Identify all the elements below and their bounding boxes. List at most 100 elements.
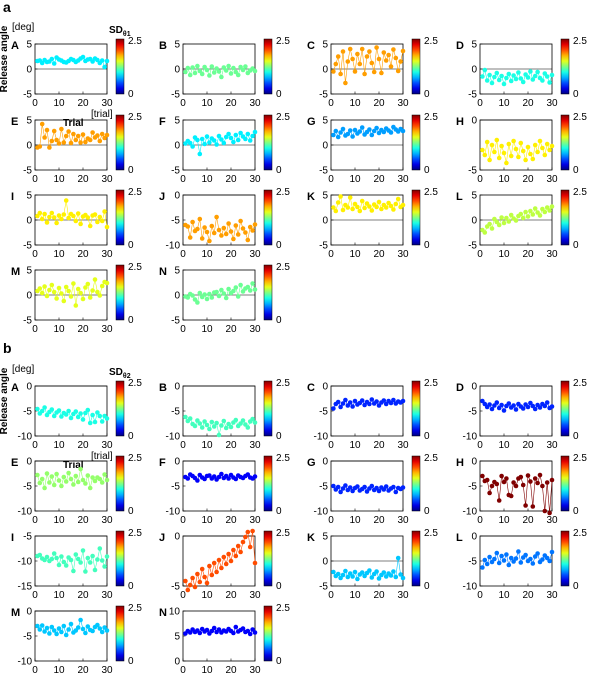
data-point — [245, 284, 251, 290]
data-point — [345, 574, 351, 580]
data-point — [240, 626, 246, 631]
data-point — [219, 233, 224, 238]
x-tick-label: 20 — [77, 590, 89, 601]
colorbar-min-label: 0 — [276, 581, 282, 592]
data-point — [243, 136, 248, 142]
data-point — [44, 293, 50, 299]
data-point — [192, 584, 198, 590]
data-point — [195, 571, 200, 577]
data-point — [39, 408, 45, 414]
colorbar — [411, 380, 421, 437]
colorbar-max-label: 2.5 — [128, 378, 142, 389]
y-tick-label: -5 — [468, 90, 477, 101]
data-point — [37, 480, 43, 486]
data-point — [245, 425, 251, 430]
x-tick-label: 0 — [328, 98, 334, 109]
data-point — [494, 137, 500, 143]
data-point — [523, 503, 528, 508]
data-point — [75, 286, 81, 292]
data-point — [250, 416, 255, 422]
data-point — [331, 406, 336, 411]
data-point — [73, 552, 79, 557]
data-point — [73, 137, 79, 143]
data-point — [214, 214, 219, 220]
y-tick-label: -15 — [18, 582, 33, 593]
panel-label: C — [307, 382, 315, 394]
y-tick-label: 5 — [174, 266, 180, 277]
y-tick-label: 0 — [174, 191, 180, 202]
y-tick-label: 5 — [322, 116, 328, 127]
x-tick-label: 0 — [32, 665, 38, 676]
data-point — [544, 141, 550, 147]
data-point — [523, 209, 528, 215]
data-point — [359, 198, 365, 204]
data-point — [494, 550, 500, 556]
colorbar — [115, 114, 125, 171]
panel-label: F — [159, 116, 166, 128]
data-point — [83, 481, 88, 486]
data-point — [68, 621, 74, 627]
data-point — [235, 137, 241, 143]
axes-box — [182, 194, 256, 246]
data-point — [506, 219, 512, 224]
colorbar-min-label: 0 — [128, 656, 134, 667]
data-point — [240, 539, 246, 545]
data-point — [190, 144, 195, 149]
colorbar — [115, 530, 125, 587]
y-tick-label: -5 — [23, 166, 32, 177]
data-point — [238, 549, 243, 555]
data-point — [238, 130, 243, 136]
data-point — [75, 556, 81, 562]
data-point — [347, 128, 353, 133]
data-point — [359, 570, 365, 575]
y-tick-label: 5 — [26, 266, 32, 277]
data-point — [37, 627, 43, 632]
y-tick-label: 0 — [471, 116, 477, 127]
data-point — [185, 224, 191, 229]
data-point — [39, 121, 45, 127]
colorbar-min-label: 0 — [128, 315, 134, 326]
panel-label: B — [159, 40, 167, 52]
data-point — [494, 481, 500, 487]
data-point — [393, 574, 399, 580]
data-point — [487, 72, 492, 78]
y-tick-label: 5 — [26, 40, 32, 51]
colorbar — [263, 114, 273, 171]
x-tick-label: 20 — [373, 249, 385, 260]
x-tick-label: 30 — [101, 440, 113, 451]
y-tick-label: 0 — [471, 457, 477, 468]
data-point — [398, 59, 403, 64]
series-line — [333, 47, 404, 84]
y-tick-label: 0 — [26, 457, 32, 468]
colorbar-max-label: 2.5 — [424, 453, 438, 464]
axes-box — [182, 385, 256, 437]
panel-label: M — [11, 607, 20, 619]
data-point — [359, 125, 365, 130]
panel-label: I — [11, 191, 14, 203]
data-point — [501, 220, 507, 226]
y-tick-label: -5 — [171, 90, 180, 101]
data-point — [530, 212, 536, 217]
data-point — [487, 402, 492, 407]
data-point — [102, 472, 107, 477]
data-point — [39, 216, 45, 222]
data-point — [516, 70, 521, 75]
y-tick-label: -5 — [171, 316, 180, 327]
x-tick-label: 10 — [349, 249, 361, 260]
data-point — [42, 485, 47, 491]
y-tick-label: -5 — [171, 407, 180, 418]
data-point — [252, 630, 258, 635]
data-point — [187, 416, 193, 421]
data-point — [104, 280, 110, 286]
x-tick-label: 30 — [546, 249, 558, 260]
data-point — [51, 128, 57, 134]
data-point — [400, 48, 406, 54]
colorbar-min-label: 0 — [128, 581, 134, 592]
data-point — [90, 130, 95, 135]
data-point — [540, 78, 545, 83]
data-point — [59, 126, 64, 132]
x-tick-label: 0 — [32, 174, 38, 185]
data-point — [345, 59, 351, 64]
data-point — [87, 420, 93, 426]
